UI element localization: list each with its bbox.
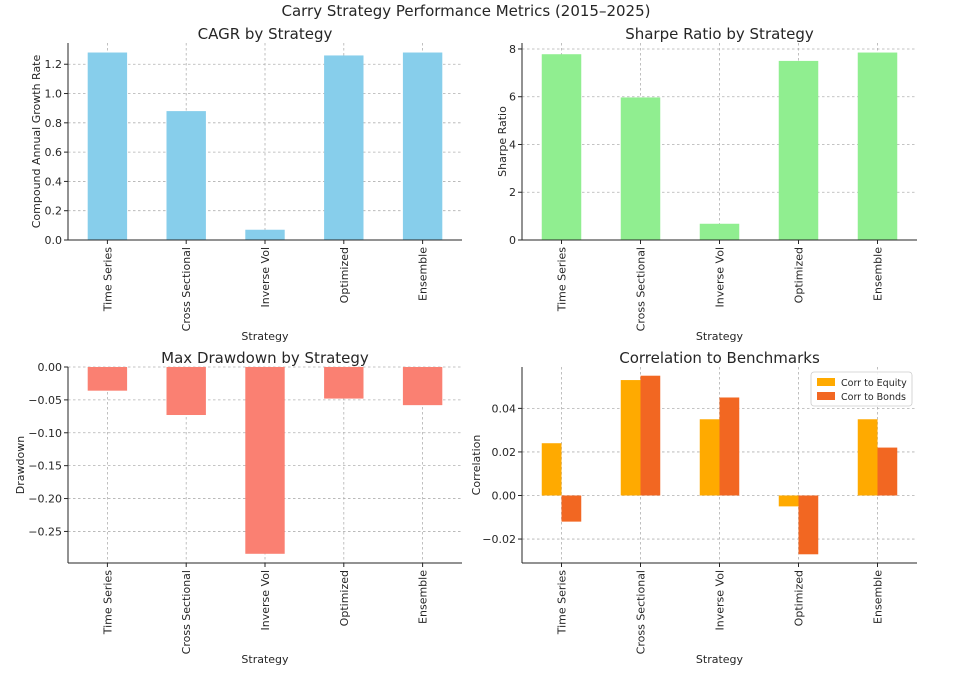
chart-title: Correlation to Benchmarks <box>619 349 820 367</box>
x-tick-label: Cross Sectional <box>180 247 193 331</box>
y-tick-label: −0.20 <box>28 493 62 506</box>
y-axis-label: Sharpe Ratio <box>496 106 509 177</box>
x-tick-label: Cross Sectional <box>180 570 193 654</box>
x-tick-label: Ensemble <box>872 247 885 301</box>
y-tick-label: −0.02 <box>482 533 516 546</box>
x-axis-label: Strategy <box>241 653 289 666</box>
bar-time-series <box>87 52 128 240</box>
chart-title: CAGR by Strategy <box>198 25 333 43</box>
x-tick-label: Time Series <box>101 247 114 313</box>
x-tick-label: Optimized <box>793 247 806 303</box>
bar-time-series-series-1 <box>541 443 562 496</box>
x-tick-label: Inverse Vol <box>714 570 727 630</box>
bar-inverse-vol <box>699 223 740 240</box>
y-tick-label: 0.2 <box>45 205 63 218</box>
chart-panel-4: −0.02 0.00 0.02 0.04 Time Series Cross Sectio… <box>470 349 917 666</box>
y-tick-label: 0.02 <box>492 446 517 459</box>
bar-ensemble <box>402 367 443 406</box>
x-axis-label: Strategy <box>241 330 289 343</box>
y-tick-label: 8 <box>509 43 516 56</box>
chart-panels: 0.0 0.2 0.4 0.6 0.8 1.0 1.2 Time Series Cross Se… <box>14 25 917 666</box>
x-tick-label: Ensemble <box>872 570 885 624</box>
figure-suptitle: Carry Strategy Performance Metrics (2015… <box>281 2 650 20</box>
bar-optimized <box>324 367 364 399</box>
bar-inverse-vol <box>245 367 285 554</box>
bar-ensemble-series-2 <box>877 447 898 496</box>
x-tick-label: Ensemble <box>417 247 430 301</box>
legend-box <box>810 371 913 407</box>
y-tick-label: 0.00 <box>38 361 63 374</box>
bar-ensemble-series-1 <box>857 419 878 496</box>
bar-cross-sectional-series-1 <box>620 380 641 496</box>
legend-label: Corr to Equity <box>841 378 907 389</box>
y-tick-label: 4 <box>509 138 516 151</box>
bar-cross-sectional <box>620 97 661 240</box>
y-axis-label: Drawdown <box>14 436 27 494</box>
legend: Corr to Equity Corr to Bonds <box>810 371 913 407</box>
y-tick-label: 0.6 <box>45 146 63 159</box>
x-tick-label: Time Series <box>101 570 114 636</box>
y-tick-label: −0.10 <box>28 427 62 440</box>
y-tick-label: 0 <box>509 234 516 247</box>
x-tick-label: Time Series <box>556 247 569 313</box>
legend-swatch <box>817 378 835 386</box>
bar-cross-sectional <box>166 111 206 240</box>
y-tick-label: 0.00 <box>492 489 517 502</box>
y-tick-label: −0.05 <box>28 394 62 407</box>
bar-time-series <box>541 54 582 241</box>
x-tick-label: Cross Sectional <box>635 247 648 331</box>
chart-panel-3: 0.00 −0.05 −0.10 −0.15 −0.20 −0.25 Time Series… <box>14 349 462 666</box>
y-tick-label: −0.25 <box>28 525 62 538</box>
x-tick-label: Optimized <box>338 247 351 303</box>
bar-inverse-vol <box>245 229 285 240</box>
y-tick-label: 6 <box>509 91 516 104</box>
x-tick-label: Optimized <box>793 570 806 626</box>
bar-time-series-series-2 <box>561 495 582 522</box>
x-tick-label: Inverse Vol <box>714 247 727 307</box>
y-tick-label: 2 <box>509 186 516 199</box>
legend-label: Corr to Bonds <box>841 392 906 403</box>
bar-ensemble <box>857 52 898 240</box>
y-axis-label: Correlation <box>470 435 483 496</box>
x-tick-label: Ensemble <box>417 570 430 624</box>
x-tick-label: Cross Sectional <box>635 570 648 654</box>
x-tick-label: Inverse Vol <box>259 247 272 307</box>
bar-optimized-series-1 <box>778 495 799 507</box>
bar-inverse-vol-series-1 <box>699 419 720 496</box>
x-tick-label: Time Series <box>556 570 569 636</box>
chart-panel-1: 0.0 0.2 0.4 0.6 0.8 1.0 1.2 Time Series Cross Se… <box>30 25 462 343</box>
bar-time-series <box>87 367 128 391</box>
y-tick-label: 0.04 <box>492 402 517 415</box>
bar-ensemble <box>402 52 443 240</box>
legend-swatch <box>817 392 835 400</box>
bar-optimized <box>778 60 819 241</box>
x-axis-label: Strategy <box>696 653 744 666</box>
bar-cross-sectional-series-2 <box>640 375 661 496</box>
x-tick-label: Optimized <box>338 570 351 626</box>
y-tick-label: 0.8 <box>45 117 63 130</box>
y-tick-label: 0.4 <box>45 175 63 188</box>
x-axis-label: Strategy <box>696 330 744 343</box>
bar-optimized-series-2 <box>798 495 819 555</box>
chart-title: Sharpe Ratio by Strategy <box>625 25 814 43</box>
chart-title: Max Drawdown by Strategy <box>161 349 369 367</box>
y-tick-label: 0.0 <box>45 234 63 247</box>
y-tick-label: 1.2 <box>45 58 63 71</box>
x-tick-label: Inverse Vol <box>259 570 272 630</box>
bar-inverse-vol-series-2 <box>719 397 740 496</box>
y-tick-label: 1.0 <box>45 88 63 101</box>
y-tick-label: −0.15 <box>28 460 62 473</box>
y-axis-label: Compound Annual Growth Rate <box>30 55 43 229</box>
chart-panel-2: 0 2 4 6 8 Time Series Cross Sectional Inverse V… <box>496 25 917 343</box>
bar-cross-sectional <box>166 367 206 416</box>
bar-optimized <box>324 55 364 240</box>
